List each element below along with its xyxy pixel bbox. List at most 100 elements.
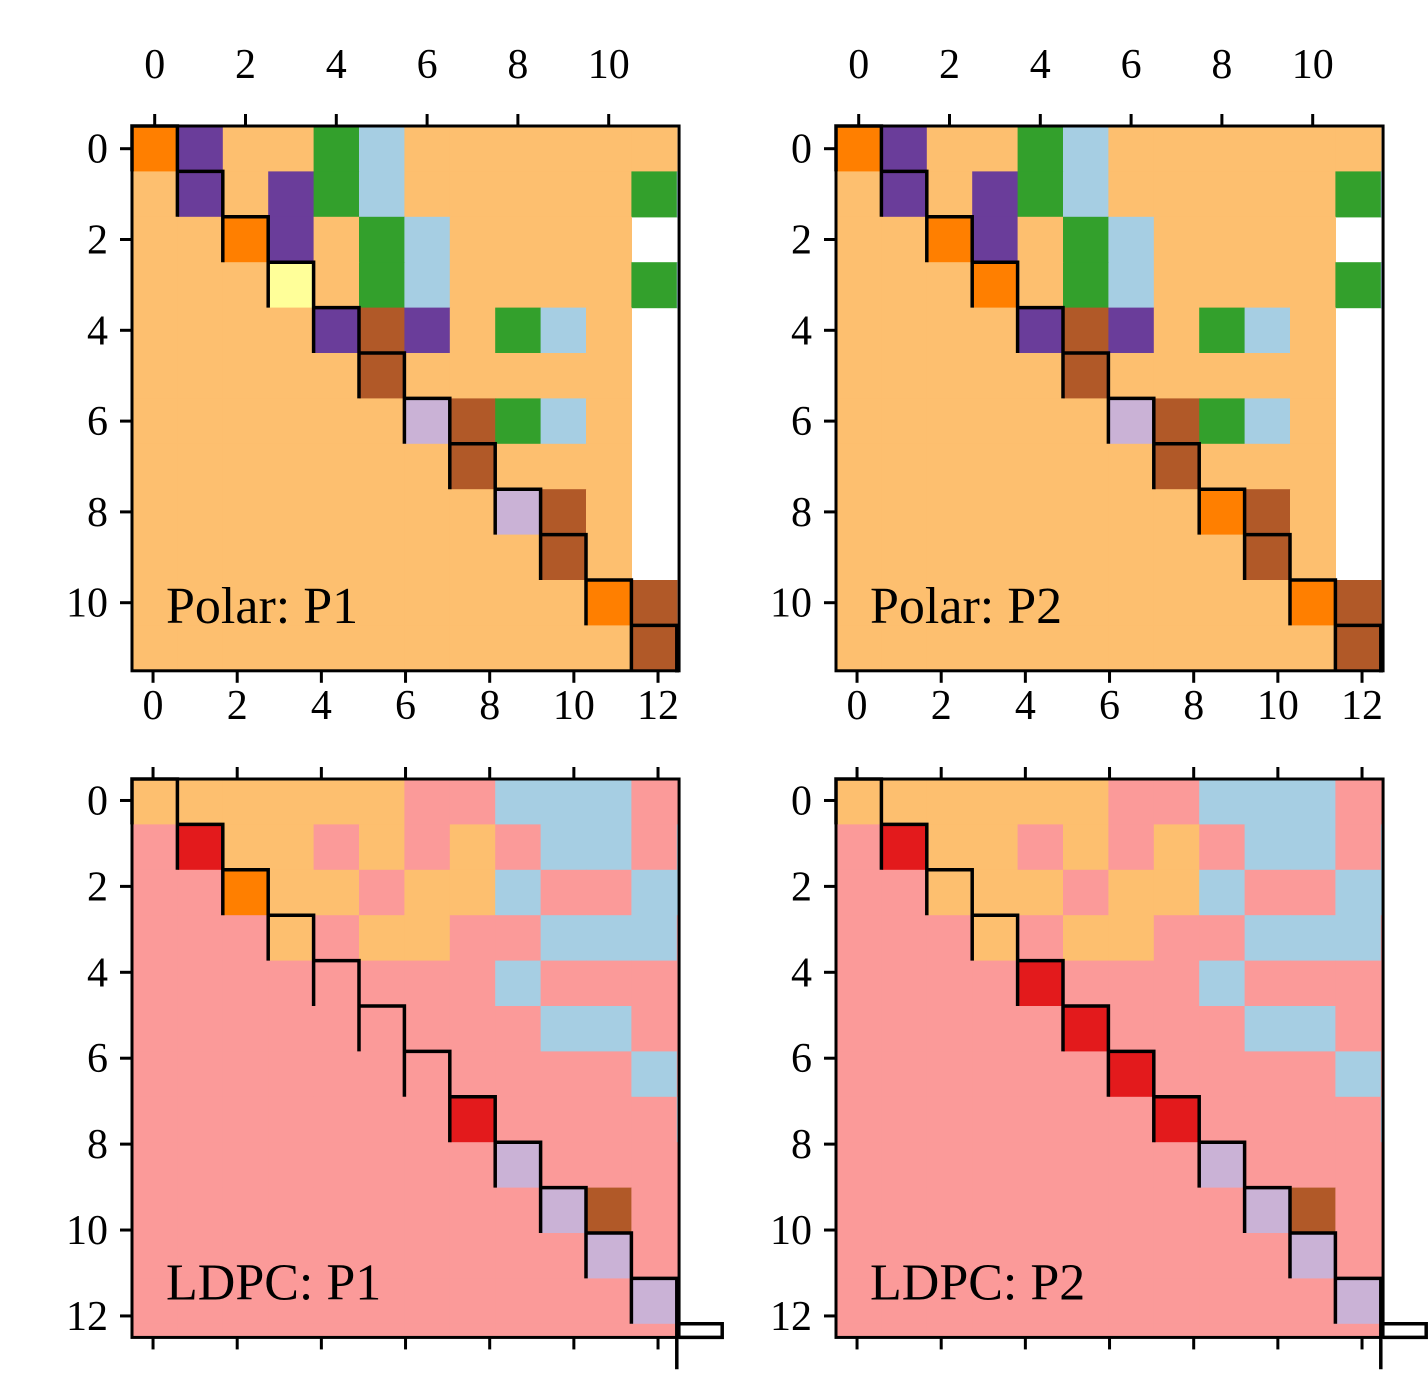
heatmap-cell xyxy=(1244,869,1291,916)
heatmap-cell xyxy=(586,1051,632,1098)
heatmap-cell xyxy=(1063,262,1109,309)
heatmap-cell xyxy=(1108,1278,1155,1325)
heatmap-cell xyxy=(268,915,315,962)
heatmap-cell xyxy=(177,126,224,172)
heatmap-cell xyxy=(404,307,451,354)
x-tick-label: 6 xyxy=(1099,683,1120,729)
heatmap-cell xyxy=(836,443,882,490)
heatmap-cell xyxy=(836,398,882,445)
x-tick-label: 10 xyxy=(553,683,595,729)
heatmap-cell xyxy=(1108,1051,1155,1098)
heatmap-cell xyxy=(926,1233,973,1279)
heatmap-cell xyxy=(1244,779,1291,825)
y-tick-label: 8 xyxy=(87,490,108,536)
heatmap-cell xyxy=(1063,171,1109,218)
heatmap-cell xyxy=(1108,779,1155,825)
heatmap-cell xyxy=(132,960,178,1007)
heatmap-cell xyxy=(631,625,678,672)
heatmap-cell xyxy=(540,824,587,871)
heatmap-cell xyxy=(1335,1323,1382,1339)
heatmap-cell xyxy=(222,1233,269,1279)
y-tick-label: 2 xyxy=(791,218,812,264)
heatmap-cell xyxy=(313,625,360,672)
heatmap-cell xyxy=(1290,580,1336,626)
heatmap-cell xyxy=(449,915,496,962)
heatmap-cell xyxy=(495,824,542,871)
heatmap-cell xyxy=(586,1233,632,1279)
heatmap-cell xyxy=(1063,398,1109,445)
heatmap-cell xyxy=(1244,307,1291,354)
x-tick-label: 6 xyxy=(1121,42,1142,88)
heatmap-cell xyxy=(836,580,882,626)
heatmap-cell xyxy=(495,960,542,1007)
heatmap-cell xyxy=(1244,1142,1291,1189)
heatmap-cell xyxy=(313,1278,360,1325)
heatmap-cell xyxy=(1290,625,1336,672)
heatmap-cell xyxy=(1108,1142,1155,1189)
heatmap-cell xyxy=(1244,1006,1291,1052)
heatmap-cell xyxy=(132,1006,178,1052)
heatmap-cell xyxy=(268,1096,315,1143)
heatmap-cell xyxy=(1335,1187,1382,1234)
heatmap-cell xyxy=(586,1096,632,1143)
heatmap-cell xyxy=(1153,398,1200,445)
heatmap-cell xyxy=(177,1006,224,1052)
heatmap-cell xyxy=(404,960,451,1007)
heatmap-cell xyxy=(1290,869,1336,916)
heatmap-cell xyxy=(268,534,315,581)
heatmap-cell xyxy=(268,960,315,1007)
heatmap-cell xyxy=(313,1323,360,1339)
heatmap-cell xyxy=(404,824,451,871)
panel-ldpc-p1: 0 2 4 6 8 10 12 LDPC: P1 xyxy=(66,767,724,1370)
heatmap-cell xyxy=(1017,1006,1064,1052)
heatmap-cell xyxy=(540,1096,587,1143)
heatmap-cell xyxy=(1199,1233,1246,1279)
heatmap-cell xyxy=(1063,915,1109,962)
heatmap-cell xyxy=(972,580,1019,626)
heatmap-cell xyxy=(495,262,542,309)
heatmap-cell xyxy=(177,1278,224,1325)
heatmap-cell xyxy=(586,1142,632,1189)
heatmap-cell xyxy=(177,580,224,626)
heatmap-cell xyxy=(1290,1323,1336,1339)
heatmap-cell xyxy=(1153,625,1200,672)
heatmap-cell xyxy=(268,126,315,172)
heatmap-cell xyxy=(836,915,882,962)
diagonal-staircase xyxy=(130,777,724,1370)
panel-polar-p1: 0 2 4 6 8 10 0 2 4 6 8 10 12 0 2 4 6 8 10 Polar: P1 xyxy=(66,42,681,729)
heatmap-cell xyxy=(1199,1006,1246,1052)
heatmap-cell xyxy=(1335,960,1382,1007)
heatmap-cell xyxy=(449,779,496,825)
heatmap-cell xyxy=(972,216,1019,263)
heatmap-cell xyxy=(926,307,973,354)
heatmap-cell xyxy=(268,262,315,309)
heatmap-cell xyxy=(1199,625,1246,672)
heatmap-cell xyxy=(1290,489,1336,536)
heatmap-cell xyxy=(1108,126,1155,172)
heatmap-cell xyxy=(540,1187,587,1234)
heatmap-cell xyxy=(1153,1187,1200,1234)
heatmap-cell xyxy=(132,779,178,825)
heatmap-cell xyxy=(313,489,360,536)
heatmap-cell xyxy=(1063,1278,1109,1325)
heatmap-cell xyxy=(1063,443,1109,490)
heatmap-cell xyxy=(268,1278,315,1325)
heatmap-cell xyxy=(1063,353,1109,399)
heatmap-cell xyxy=(1108,216,1155,263)
heatmap-cell xyxy=(132,824,178,871)
heatmap-cell xyxy=(1063,216,1109,263)
heatmap-cell xyxy=(1108,960,1155,1007)
y-tick-label: 8 xyxy=(791,1122,812,1168)
heatmap-cell xyxy=(881,126,928,172)
heatmap-cell xyxy=(540,534,587,581)
heatmap-cell xyxy=(449,824,496,871)
heatmap-cell xyxy=(1153,960,1200,1007)
heatmap-cell xyxy=(268,1006,315,1052)
heatmap-cell xyxy=(222,262,269,309)
y-tick-label: 12 xyxy=(66,1294,108,1340)
heatmap-cell xyxy=(359,307,405,354)
heatmap-cell xyxy=(1290,1096,1336,1143)
heatmap-cell xyxy=(495,443,542,490)
x-tick-label: 8 xyxy=(479,683,500,729)
heatmap-cell xyxy=(1108,307,1155,354)
